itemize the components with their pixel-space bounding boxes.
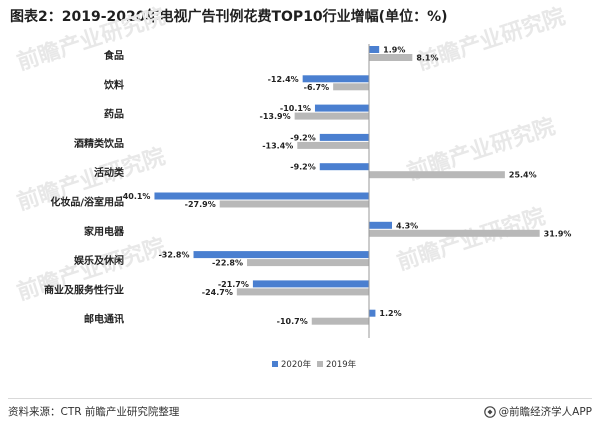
- source-note: 资料来源：CTR 前瞻产业研究院整理: [8, 406, 180, 418]
- category-label: 娱乐及休闲: [74, 254, 124, 267]
- data-label: -22.8%: [212, 259, 243, 268]
- data-label: 1.9%: [383, 46, 405, 55]
- data-label: -21.7%: [218, 280, 249, 289]
- data-label: 31.9%: [544, 229, 572, 238]
- bar-2020: [252, 280, 369, 288]
- bar-layer: [154, 46, 540, 325]
- data-label: -40.1%: [119, 192, 150, 201]
- legend-swatch-2019: [317, 361, 323, 367]
- bar-2019: [333, 83, 369, 91]
- legend-label: 2019年: [326, 359, 357, 370]
- category-label: 食品: [103, 49, 124, 62]
- bar-2019: [369, 229, 540, 237]
- bar-2020: [193, 251, 369, 259]
- category-label: 化妆品/浴室用品: [50, 196, 124, 209]
- footer-divider: [8, 398, 592, 399]
- bar-2019: [311, 317, 369, 325]
- category-label: 商业及服务性行业: [44, 283, 124, 296]
- data-label: 1.2%: [379, 309, 401, 318]
- watermark-text: 前瞻产业研究院: [414, 3, 569, 75]
- data-label: -9.2%: [290, 163, 316, 172]
- chart-title: 图表2：2019-2020年电视广告刊例花费TOP10行业增幅(单位：%): [10, 9, 448, 25]
- bar-2020: [319, 163, 369, 171]
- bar-2019: [294, 112, 369, 120]
- bar-2020: [369, 221, 393, 229]
- brand-logo-icon: [483, 405, 496, 418]
- data-label: 4.3%: [396, 221, 418, 230]
- bar-2019: [247, 259, 369, 267]
- category-label: 饮料: [103, 78, 124, 91]
- data-label: -6.7%: [304, 83, 330, 92]
- brand-credit: @前瞻经济学人APP: [483, 404, 592, 419]
- bar-2020: [302, 75, 369, 83]
- data-label: -32.8%: [158, 251, 189, 260]
- category-label: 酒精类饮品: [74, 137, 124, 150]
- data-label: 25.4%: [509, 171, 537, 180]
- data-label: -10.7%: [277, 317, 308, 326]
- watermark-text: 前瞻产业研究院: [394, 203, 549, 275]
- bar-2020: [369, 46, 380, 53]
- legend: 2020年 2019年: [272, 359, 357, 370]
- data-label: -27.9%: [185, 200, 216, 209]
- data-label: -13.9%: [260, 112, 291, 121]
- data-label: -24.7%: [202, 288, 233, 297]
- bar-2019: [297, 141, 369, 149]
- bar-2019: [369, 171, 505, 179]
- bar-2020: [369, 309, 376, 317]
- data-label: -13.4%: [262, 141, 293, 150]
- data-label: -9.2%: [290, 133, 316, 142]
- bar-2019: [369, 54, 413, 61]
- category-label: 药品: [104, 108, 124, 121]
- brand-text: @前瞻经济学人APP: [498, 406, 592, 418]
- label-layer: 食品 1.9% 8.1% 饮料 -12.4% -6.7% 药品 -10.1%-13.9% 酒精类…: [44, 46, 571, 327]
- category-label: 家用电器: [84, 225, 125, 238]
- legend-label: 2020年: [281, 359, 312, 370]
- bar-2020: [314, 104, 369, 112]
- data-label: -10.1%: [280, 104, 311, 113]
- bar-2019: [219, 200, 369, 208]
- data-label: 8.1%: [416, 54, 438, 63]
- bar-2020: [319, 133, 369, 141]
- bar-2020: [154, 192, 369, 200]
- data-label: -12.4%: [268, 75, 299, 84]
- watermark-text: 前瞻产业研究院: [14, 3, 169, 75]
- legend-swatch-2020: [272, 361, 278, 367]
- category-label: 活动类: [94, 166, 124, 179]
- category-label: 邮电通讯: [84, 313, 124, 326]
- bar-2019: [236, 288, 369, 296]
